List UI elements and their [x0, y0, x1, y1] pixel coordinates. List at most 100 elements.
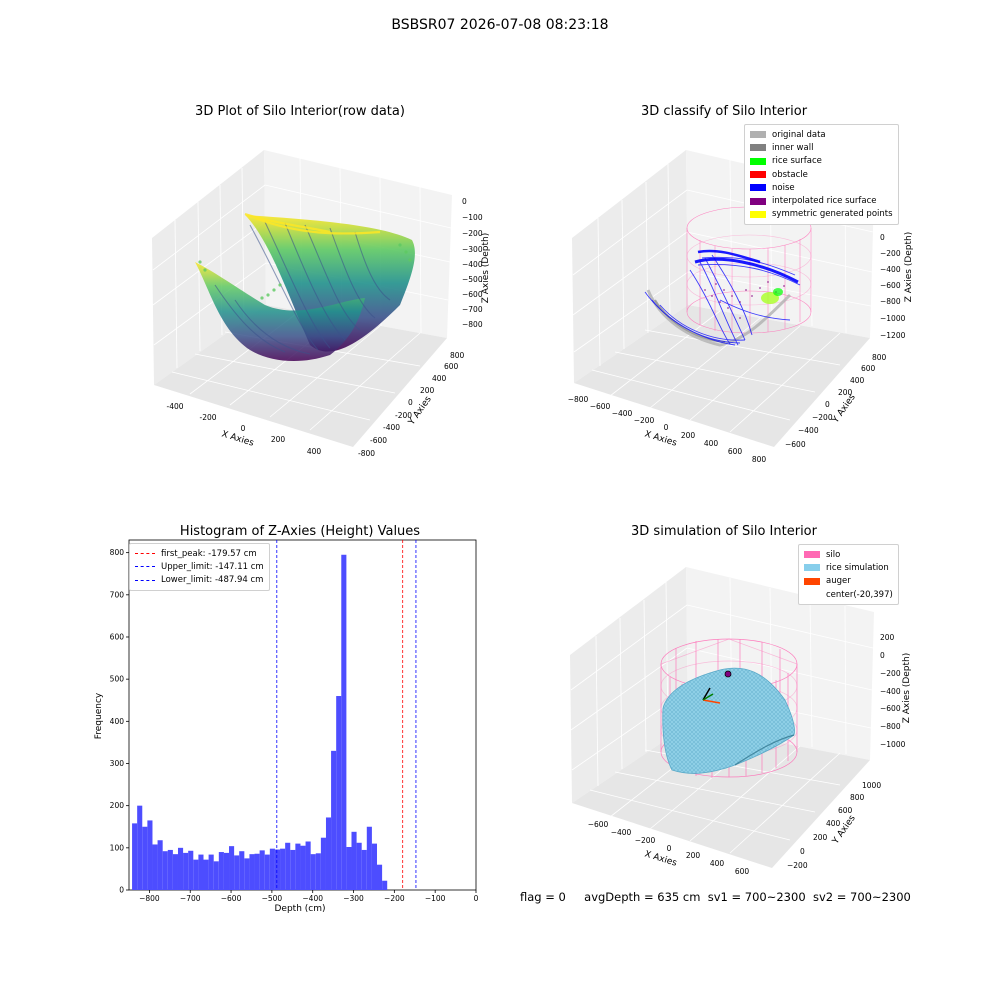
simulation-x-tick: −200 — [635, 836, 656, 845]
histogram-bar — [331, 750, 337, 890]
histogram-bar — [280, 848, 286, 890]
classify-x-tick: −400 — [612, 409, 633, 418]
legend-label: inner wall — [772, 142, 814, 153]
classify-y-tick: −200 — [812, 413, 833, 422]
simulation-z-tick: 200 — [880, 633, 895, 642]
legend-swatch — [750, 131, 766, 139]
raw-x-tick: -200 — [199, 413, 216, 422]
histogram-y-tick-label: 600 — [110, 632, 125, 641]
legend-label: rice simulation — [826, 562, 889, 573]
histogram-bar — [239, 851, 245, 890]
simulation-x-tick: −400 — [611, 828, 632, 837]
legend-entry-inner-wall: inner wall — [750, 141, 893, 154]
raw-x-tick: -400 — [166, 402, 183, 411]
raw-z-tick: −200 — [462, 229, 483, 238]
legend-entry-lower-limit: Lower_limit: -487.94 cm — [135, 574, 264, 587]
raw-z-tick: 0 — [462, 197, 467, 206]
raw-y-tick: -400 — [383, 423, 400, 432]
classify-y-tick: −400 — [798, 426, 819, 435]
raw-x-tick: 400 — [307, 447, 322, 456]
histogram-y-tick-label: 100 — [110, 843, 125, 852]
classify-y-tick: 400 — [850, 376, 865, 385]
histogram-bar — [346, 846, 352, 890]
histogram-bar — [142, 826, 148, 890]
classify-x-tick: 800 — [752, 455, 767, 464]
simulation-x-tick: 0 — [667, 844, 672, 853]
raw-y-tick: 400 — [432, 374, 447, 383]
legend-swatch — [750, 210, 766, 218]
simulation-y-tick: 200 — [813, 833, 828, 842]
histogram-y-ticks: 0 100 200 300 400 500 600 700 800 — [110, 548, 129, 895]
histogram-bar — [137, 805, 143, 890]
simulation-y-tick: 1000 — [862, 781, 881, 790]
histogram-bar — [218, 852, 224, 890]
simulation-z-tick: −400 — [880, 687, 901, 696]
legend-label: obstacle — [772, 169, 808, 180]
histogram-x-tick-label: −400 — [302, 894, 323, 903]
simulation-plot-title: 3D simulation of Silo Interior — [631, 524, 817, 539]
histogram-bar — [147, 820, 153, 890]
legend-label: Lower_limit: -487.94 cm — [161, 575, 264, 586]
simulation-z-tick: −600 — [880, 704, 901, 713]
simulation-auger — [702, 670, 732, 704]
histogram-threshold-lines — [276, 540, 417, 890]
legend-line — [135, 579, 155, 581]
legend-entry-first-peak: first_peak: -179.57 cm — [135, 547, 264, 560]
histogram-x-tick-label: −200 — [384, 894, 405, 903]
histogram-bar — [152, 844, 158, 890]
raw-x-tick: 200 — [271, 435, 286, 444]
flag-value: flag = 0 — [520, 890, 566, 904]
histogram-y-tick-label: 400 — [110, 717, 125, 726]
raw-y-tick: -200 — [395, 411, 412, 420]
histogram-bar — [157, 840, 163, 890]
histogram-x-tick-label: −600 — [221, 894, 242, 903]
classify-legend: original data inner wall rice surface ob… — [744, 124, 899, 226]
histogram-bar — [172, 854, 178, 890]
histogram-y-tick-label: 300 — [110, 759, 125, 768]
raw-point-cloud — [195, 212, 415, 362]
histogram-x-tick-label: −700 — [180, 894, 201, 903]
raw-z-tick: −700 — [462, 305, 483, 314]
classify-points — [644, 249, 801, 347]
histogram-bar — [259, 850, 265, 890]
histogram-y-label: Frequency — [94, 692, 104, 739]
classify-z-tick: −1000 — [880, 314, 906, 323]
legend-label: original data — [772, 129, 826, 140]
histogram-bar — [371, 843, 378, 890]
histogram-legend: first_peak: -179.57 cm Upper_limit: -147… — [129, 543, 270, 591]
histogram-y-tick-label: 700 — [110, 590, 125, 599]
raw-x-tick: 0 — [241, 424, 246, 433]
legend-entry-interpolated-rice-surface: interpolated rice surface — [750, 194, 893, 207]
histogram-bar — [229, 846, 235, 890]
simulation-x-label: X Axies — [643, 849, 678, 868]
histogram-bar — [254, 853, 260, 890]
legend-entry-noise: noise — [750, 181, 893, 194]
simulation-z-tick: −800 — [880, 722, 901, 731]
raw-z-tick: −800 — [462, 320, 483, 329]
classify-z-tick: −200 — [880, 249, 901, 258]
histogram-bar — [223, 852, 230, 890]
classify-z-tick: 0 — [880, 233, 885, 242]
histogram-bar — [285, 842, 291, 890]
classify-x-label: X Axies — [643, 429, 678, 448]
histogram-axes — [128, 539, 477, 891]
raw-3d-axes — [152, 150, 452, 447]
histogram-bar — [315, 853, 321, 890]
simulation-z-label: Z Axies (Depth) — [902, 653, 912, 724]
simulation-x-tick: 600 — [735, 867, 750, 876]
legend-entry-auger: auger — [804, 575, 893, 588]
classify-y-tick: 800 — [872, 353, 887, 362]
legend-entry-silo: silo — [804, 548, 893, 561]
avg-depth-value: avgDepth = 635 cm — [584, 890, 701, 904]
raw-z-tick: −100 — [462, 213, 483, 222]
simulation-z-tick: −1000 — [880, 740, 906, 749]
histogram-bar — [341, 554, 347, 890]
classify-z-tick: −600 — [880, 281, 901, 290]
simulation-y-tick-labels: −200 0 200 400 600 800 1000 — [787, 781, 881, 870]
simulation-legend: silo rice simulation auger center(-20,39… — [798, 544, 899, 606]
classify-x-tick: −600 — [590, 402, 611, 411]
histogram-bar — [203, 859, 209, 890]
simulation-x-tick: 400 — [710, 859, 725, 868]
histogram-x-tick-label: 0 — [474, 894, 479, 903]
